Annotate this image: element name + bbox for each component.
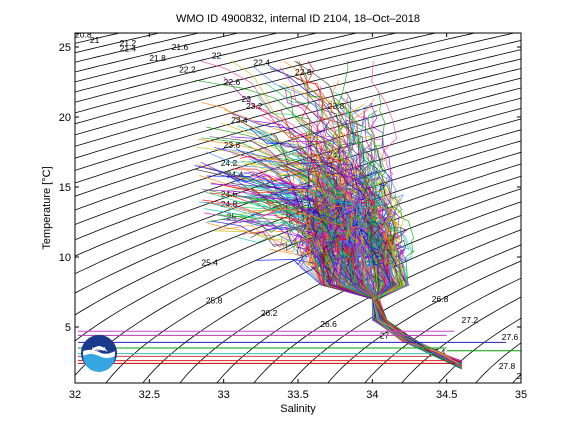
isopycnal-label: 24.2 bbox=[221, 158, 238, 168]
isopycnal-line bbox=[75, 163, 521, 376]
isopycnal-label: 21 bbox=[90, 35, 100, 45]
profile-line bbox=[207, 201, 462, 367]
profile-lines bbox=[194, 60, 462, 370]
isopycnal-label: 24.4 bbox=[227, 169, 244, 179]
profile-line bbox=[306, 120, 462, 366]
isopycnal-line bbox=[75, 68, 521, 197]
isopycnal-line bbox=[216, 215, 521, 383]
isopycnal-line bbox=[75, 33, 280, 83]
isopycnal-label: 24.6 bbox=[221, 189, 238, 199]
y-tick-label: 25 bbox=[59, 42, 71, 54]
y-tick-label: 10 bbox=[59, 252, 71, 264]
isopycnal-label: 20.8 bbox=[75, 29, 92, 39]
series-lines bbox=[77, 330, 521, 364]
profile-line bbox=[345, 168, 462, 365]
profile-line bbox=[366, 176, 462, 365]
isopycnal-line bbox=[438, 317, 521, 383]
profile-line bbox=[354, 214, 462, 366]
isopycnal-label: 21.6 bbox=[172, 42, 189, 52]
x-axis: 32 32.5 33 33.5 34 34.5 35 bbox=[69, 33, 527, 401]
noaa-logo-sea bbox=[83, 354, 115, 372]
isopycnal-line bbox=[75, 77, 521, 211]
x-tick-label: 32 bbox=[69, 389, 81, 401]
isopycnal-label: 23.6 bbox=[224, 140, 241, 150]
isopycnal-line bbox=[75, 87, 521, 225]
isopycnal-label: 27.2 bbox=[462, 315, 479, 325]
noaa-logo-gull bbox=[90, 346, 108, 352]
isopycnal-label: 27.8 bbox=[499, 361, 516, 371]
isopycnal-label: 22.6 bbox=[224, 77, 241, 87]
isopycnal-line bbox=[327, 260, 521, 383]
isopycnal-label: 22.2 bbox=[179, 64, 196, 74]
isopycnal-line bbox=[364, 277, 521, 383]
isopycnal-label: 22 bbox=[212, 50, 222, 60]
y-axis: 5 10 15 20 25 bbox=[59, 42, 521, 334]
x-tick-label: 34 bbox=[366, 389, 378, 401]
isopycnal-line bbox=[75, 33, 161, 54]
isopycnal-line bbox=[75, 108, 521, 257]
y-tick-label: 15 bbox=[59, 182, 71, 194]
isopycnal-line bbox=[179, 201, 521, 383]
isopycnal-line bbox=[75, 97, 521, 241]
isopycnal-label: 21.8 bbox=[149, 53, 166, 63]
isopycnal-label: 27.6 bbox=[502, 332, 519, 342]
isopycnal-line bbox=[75, 33, 358, 103]
isopycnal-label: 26.2 bbox=[261, 308, 278, 318]
isopycnal-label: 25.4 bbox=[201, 258, 218, 268]
isopycnal-line bbox=[75, 33, 240, 73]
isopycnal-label: 26.8 bbox=[432, 294, 449, 304]
isopycnal-label: 23 bbox=[242, 94, 252, 104]
x-tick-label: 34.5 bbox=[436, 389, 457, 401]
x-tick-label: 35 bbox=[515, 389, 527, 401]
x-tick-label: 33 bbox=[218, 389, 230, 401]
isopycnal-line bbox=[75, 49, 521, 171]
profile-line bbox=[210, 183, 462, 362]
y-tick-label: 20 bbox=[59, 112, 71, 124]
isopycnal-label: 22.4 bbox=[253, 57, 270, 67]
y-axis-label: Temperature [°C] bbox=[41, 166, 53, 249]
isopycnal-label: 28 bbox=[517, 371, 527, 381]
isopycnal-label: 24.8 bbox=[221, 199, 238, 209]
isopycnal-label: 21.4 bbox=[120, 43, 137, 53]
isopycnal-line bbox=[75, 33, 516, 147]
noaa-logo: NOAA bbox=[81, 335, 117, 372]
isopycnal-line bbox=[75, 33, 438, 125]
isopycnal-label: 25.8 bbox=[206, 295, 223, 305]
isopycnal-label: 25 bbox=[227, 211, 237, 221]
chart-title: WMO ID 4900832, internal ID 2104, 18–Oct… bbox=[176, 13, 420, 25]
isopycnal-line bbox=[105, 175, 521, 383]
isopycnal-line bbox=[75, 33, 398, 114]
x-tick-label: 32.5 bbox=[139, 389, 160, 401]
isopycnal-line bbox=[142, 188, 521, 383]
x-axis-label: Salinity bbox=[280, 403, 316, 415]
x-tick-label: 33.5 bbox=[287, 389, 308, 401]
isopycnal-label: 26.6 bbox=[320, 319, 337, 329]
y-tick-label: 5 bbox=[65, 322, 71, 334]
profile-line bbox=[297, 154, 462, 369]
isopycnal-line bbox=[75, 33, 477, 136]
isopycnal-line bbox=[75, 33, 201, 63]
noaa-logo-text: NOAA bbox=[92, 347, 107, 353]
isopycnal-line bbox=[75, 58, 521, 184]
profile-line bbox=[317, 209, 462, 368]
isopycnal-line bbox=[290, 244, 521, 383]
noaa-logo-sky bbox=[83, 335, 115, 354]
isopycnal-label: 24 bbox=[328, 150, 338, 160]
isopycnal-line bbox=[75, 33, 319, 93]
isopycnal-label: 21.2 bbox=[120, 38, 137, 48]
profile-line bbox=[333, 233, 462, 366]
isopycnal-line bbox=[75, 40, 521, 159]
